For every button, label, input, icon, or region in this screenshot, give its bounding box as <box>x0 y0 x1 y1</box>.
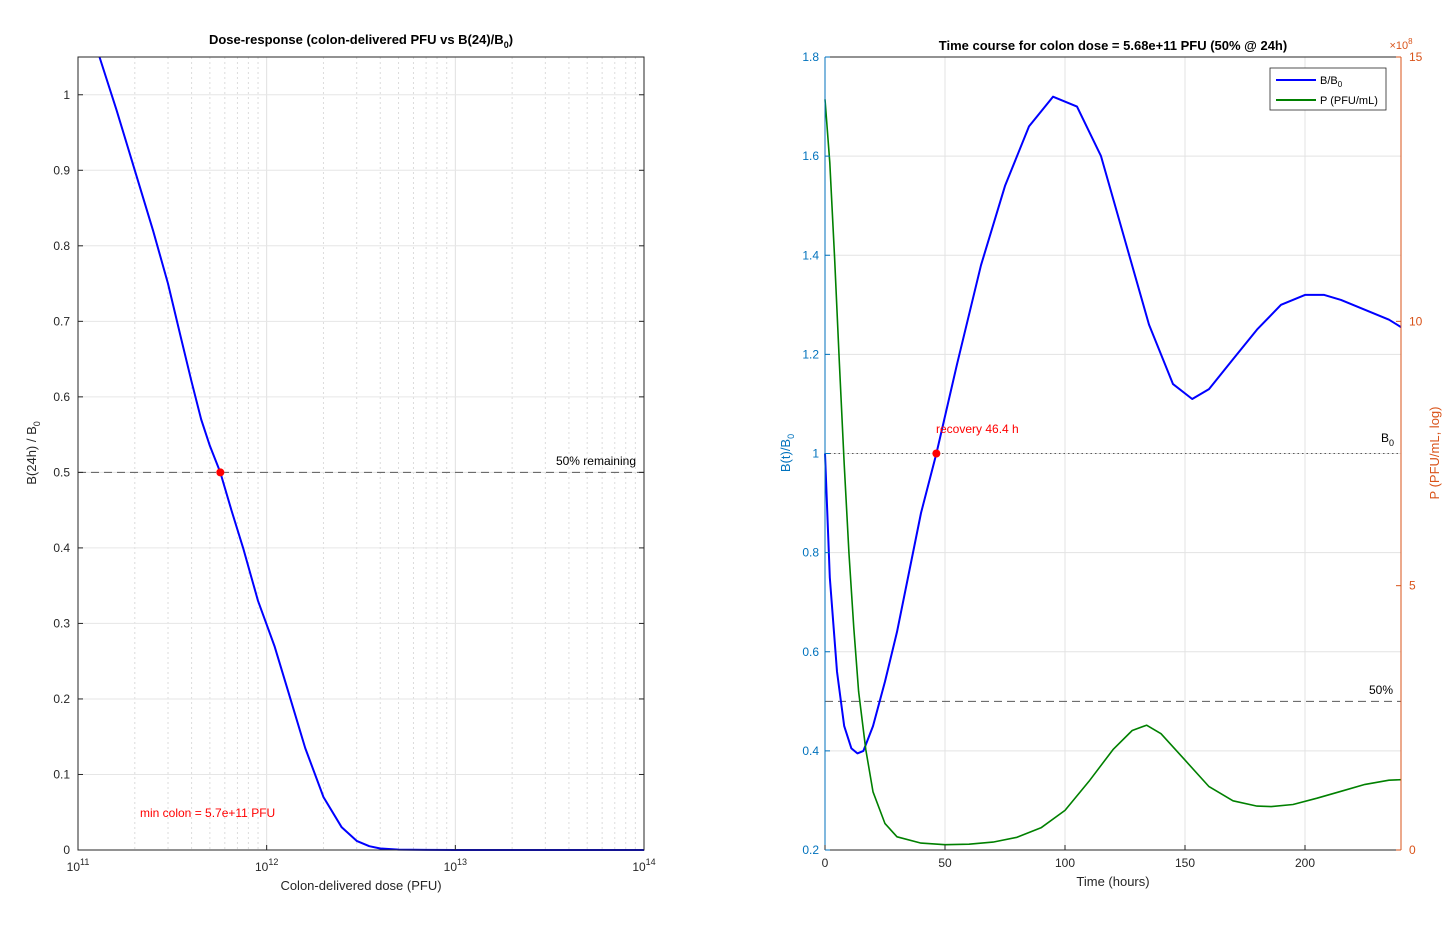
y-tick-labels: 0 0.1 0.2 0.3 0.4 0.5 0.6 0.7 0.8 0.9 1 <box>53 88 644 857</box>
x-axis-label: Colon-delivered dose (PFU) <box>280 878 441 893</box>
y-tick-label: 0.8 <box>53 239 70 253</box>
y-tick-label: 0.2 <box>53 692 70 706</box>
right-y-tick-label: 10 <box>1409 314 1423 328</box>
right-y-tick-label: 5 <box>1409 579 1416 593</box>
recovery-marker <box>932 449 941 458</box>
grid <box>78 57 644 851</box>
chart-title: Time course for colon dose = 5.68e+11 PF… <box>939 38 1287 53</box>
series-layer <box>824 95 1402 846</box>
left-y-tick-labels: 0.2 0.4 0.6 0.8 1 1.2 1.4 1.6 1.8 <box>802 50 830 857</box>
reference-lines <box>825 453 1401 702</box>
phage-concentration-curve <box>824 99 1402 846</box>
left-y-tick-label: 0.8 <box>802 546 819 560</box>
left-y-tick-label: 1 <box>812 447 819 461</box>
dose-response-chart: 1011 1012 1013 1014 00.10.20.30.40.50.60.70… <box>24 32 656 893</box>
x-tick-labels: 1011 1012 1013 1014 <box>67 845 656 874</box>
x-tick-label: 50 <box>938 856 952 870</box>
y-tick-label: 0.6 <box>53 390 70 404</box>
x-tick-labels: 0 50 100 150 200 <box>822 845 1315 870</box>
x-tick-label: 200 <box>1295 856 1315 870</box>
right-y-tick-label: 0 <box>1409 843 1416 857</box>
ref-line-label: 50% remaining <box>556 454 636 468</box>
b0-line-label: B0 <box>1381 431 1394 448</box>
y-tick-label: 0.1 <box>53 767 70 781</box>
right-axis-exponent: ×108 <box>1389 37 1413 52</box>
y-tick-label: 0.4 <box>53 541 70 555</box>
left-y-tick-label: 1.4 <box>802 248 819 262</box>
left-y-axis-label: B(t)/B0 <box>778 434 796 472</box>
left-y-tick-label: 0.6 <box>802 645 819 659</box>
right-y-axis-label: P (PFU/mL, log) <box>1427 407 1442 500</box>
y-tick-label: 0.7 <box>53 314 70 328</box>
recovery-annotation: recovery 46.4 h <box>936 422 1019 436</box>
x-tick-label: 1014 <box>632 857 655 874</box>
y-axis-label: B(24h) / B0 <box>24 421 42 485</box>
right-y-tick-labels: 0 5 10 15 <box>1396 50 1423 857</box>
b-over-b0-curve <box>824 95 1402 755</box>
x-tick-label: 150 <box>1175 856 1195 870</box>
x-tick-label: 100 <box>1055 856 1075 870</box>
left-y-tick-label: 1.8 <box>802 50 819 64</box>
min-colon-annotation: min colon = 5.7e+11 PFU <box>140 806 275 820</box>
axes-box <box>77 56 645 851</box>
left-y-tick-label: 0.4 <box>802 744 819 758</box>
y-tick-label: 0.3 <box>53 616 70 630</box>
plot-area <box>78 57 644 850</box>
legend-label-p: P (PFU/mL) <box>1320 95 1378 107</box>
y-tick-label: 1 <box>63 88 70 102</box>
x-tick-label: 1013 <box>444 857 467 874</box>
legend-label-b: B/B0 <box>1320 75 1343 89</box>
chart-title: Dose-response (colon-delivered PFU vs B(… <box>209 32 513 50</box>
left-y-tick-label: 0.2 <box>802 843 819 857</box>
fifty-percent-dose-marker <box>216 468 225 477</box>
y-tick-label: 0.5 <box>53 465 70 479</box>
y-tick-label: 0 <box>63 843 70 857</box>
left-y-tick-label: 1.6 <box>802 149 819 163</box>
y-tick-label: 0.9 <box>53 163 70 177</box>
x-tick-label: 0 <box>822 856 829 870</box>
x-tick-label: 1012 <box>255 857 278 874</box>
right-y-tick-label: 15 <box>1409 50 1423 64</box>
legend-box <box>1269 67 1387 111</box>
x-axis-label: Time (hours) <box>1076 874 1149 889</box>
fifty-percent-label: 50% <box>1369 683 1393 697</box>
x-tick-label: 1011 <box>67 857 90 874</box>
legend: B/B0 P (PFU/mL) <box>1269 67 1387 111</box>
left-y-tick-label: 1.2 <box>802 347 819 361</box>
marker-layer <box>932 449 941 458</box>
time-course-chart: 0 50 100 150 200 0.20.40.60.811.21.41.61.8 0… <box>778 37 1442 889</box>
marker-layer <box>216 468 225 477</box>
